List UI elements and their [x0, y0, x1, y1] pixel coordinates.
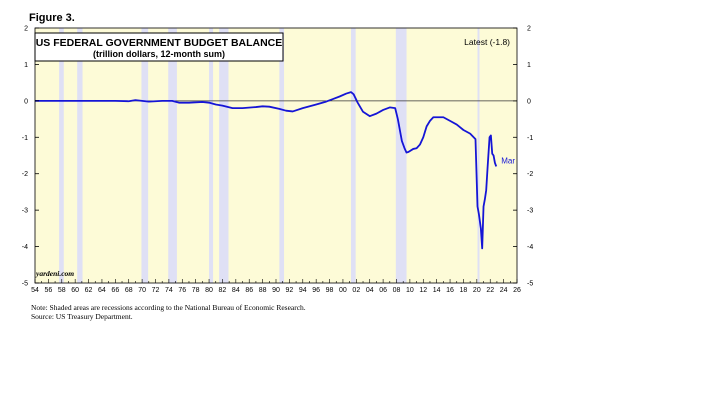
x-tick-label: 56 [44, 287, 52, 294]
x-tick-label: 74 [165, 287, 173, 294]
y-tick-label-right: 1 [527, 62, 531, 69]
y-tick-label-right: -4 [527, 244, 533, 251]
x-tick-label: 10 [406, 287, 414, 294]
chart-subtitle: (trillion dollars, 12-month sum) [93, 49, 225, 59]
x-tick-label: 94 [299, 287, 307, 294]
x-tick-label: 54 [31, 287, 39, 294]
y-tick-label-left: -5 [22, 281, 28, 288]
y-tick-label-left: 2 [24, 26, 28, 33]
x-tick-label: 66 [111, 287, 119, 294]
x-tick-label: 98 [326, 287, 334, 294]
y-tick-label-right: 0 [527, 98, 531, 105]
x-tick-label: 62 [85, 287, 93, 294]
recession-note: Note: Shaded areas are recessions accord… [31, 303, 306, 312]
recession-band-7 [279, 28, 285, 283]
y-tick-label-left: -2 [22, 171, 28, 178]
x-tick-label: 76 [178, 287, 186, 294]
recession-band-9 [395, 28, 407, 283]
y-axis-right: 2 1 0 -1 -2 -3 -4 -5 [513, 26, 533, 288]
x-tick-label: 12 [419, 287, 427, 294]
series-end-label: Mar [501, 156, 515, 165]
x-tick-label: 86 [245, 287, 253, 294]
x-tick-label: 58 [58, 287, 66, 294]
x-tick-label: 22 [486, 287, 494, 294]
x-tick-label: 04 [366, 287, 374, 294]
x-tick-label: 18 [460, 287, 468, 294]
recession-band-6 [219, 28, 229, 283]
watermark: yardeni.com [35, 269, 74, 278]
y-tick-label-left: 1 [24, 62, 28, 69]
recession-band-10 [477, 28, 480, 283]
x-tick-label: 08 [393, 287, 401, 294]
x-tick-label: 92 [285, 287, 293, 294]
figure-notes: Note: Shaded areas are recessions accord… [31, 303, 306, 321]
y-tick-label-left: 0 [24, 98, 28, 105]
x-tick-label: 78 [192, 287, 200, 294]
source-note: Source: US Treasury Department. [31, 312, 133, 321]
x-tick-label: 88 [259, 287, 267, 294]
x-axis: 54 56 58 60 62 64 66 68 70 72 74 76 78 80 82 84 86 88 90 92… [31, 279, 521, 294]
x-tick-label: 64 [98, 287, 106, 294]
x-tick-label: 14 [433, 287, 441, 294]
latest-value-label: Latest (-1.8) [464, 37, 510, 47]
y-tick-label-right: -2 [527, 171, 533, 178]
figure-label: Figure 3. [29, 12, 75, 24]
title-box [34, 32, 284, 62]
recession-band-4 [168, 28, 177, 283]
y-tick-label-right: -3 [527, 208, 533, 215]
x-tick-label: 80 [205, 287, 213, 294]
recession-band-1 [59, 28, 64, 283]
recession-band-8 [350, 28, 356, 283]
y-tick-label-right: 2 [527, 26, 531, 33]
x-tick-label: 68 [125, 287, 133, 294]
y-tick-label-right: -5 [527, 281, 533, 288]
x-tick-label: 84 [232, 287, 240, 294]
x-tick-label: 72 [152, 287, 160, 294]
recession-band-5 [209, 28, 214, 283]
x-tick-label: 70 [138, 287, 146, 294]
recession-band-2 [77, 28, 83, 283]
x-tick-label: 06 [379, 287, 387, 294]
x-tick-label: 16 [446, 287, 454, 294]
x-tick-label: 90 [272, 287, 280, 294]
x-tick-label: 24 [500, 287, 508, 294]
x-tick-label: 96 [312, 287, 320, 294]
budget-balance-chart: 210-1-2-3-4-5 210-1-2-3-4-5 54 56 58 60 62 64… [22, 26, 534, 295]
x-tick-label: 20 [473, 287, 481, 294]
y-tick-label-left: -3 [22, 208, 28, 215]
y-tick-label-left: -4 [22, 244, 28, 251]
x-tick-label: 26 [513, 287, 521, 294]
x-tick-label: 82 [219, 287, 227, 294]
x-tick-label: 02 [352, 287, 360, 294]
x-tick-label: 00 [339, 287, 347, 294]
y-tick-label-left: -1 [22, 135, 28, 142]
y-tick-label-right: -1 [527, 135, 533, 142]
budget-balance-series-line [35, 91, 498, 250]
plot-background [35, 28, 517, 283]
x-tick-label: 60 [71, 287, 79, 294]
chart-title: US FEDERAL GOVERNMENT BUDGET BALANCE [36, 37, 283, 49]
recession-band-3 [141, 28, 149, 283]
y-axis-left: 2 1 0 -1 -2 -3 -4 -5 [22, 26, 39, 288]
recession-bands [59, 28, 480, 283]
